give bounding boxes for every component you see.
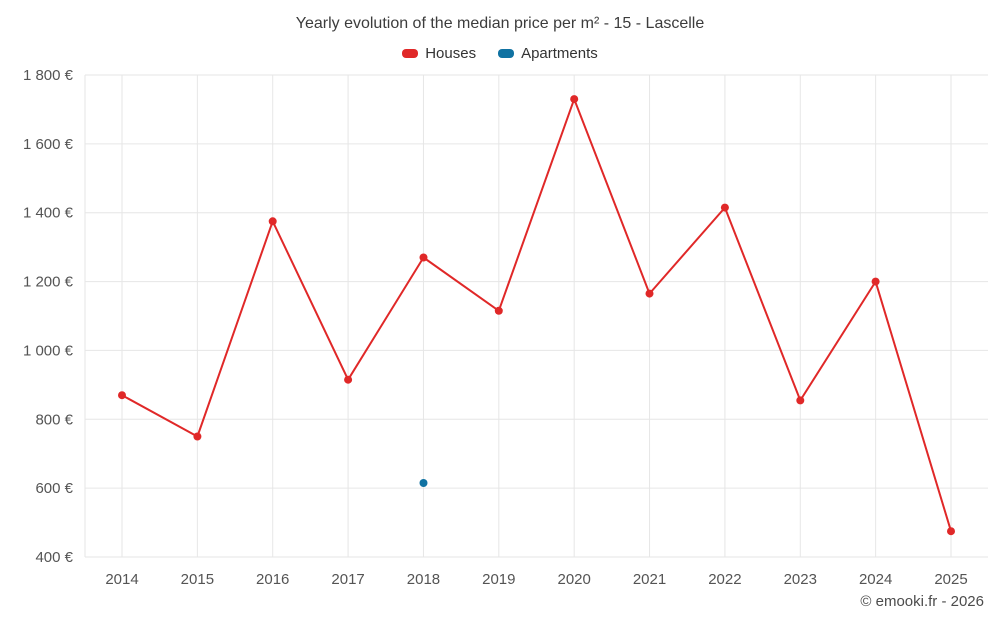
chart-legend: Houses Apartments: [0, 45, 1000, 62]
x-tick-label: 2023: [784, 571, 817, 588]
y-tick-label: 1 200 €: [23, 274, 74, 291]
x-tick-label: 2021: [633, 571, 666, 588]
x-tick-label: 2015: [181, 571, 214, 588]
x-tick-label: 2014: [105, 571, 138, 588]
data-point: [947, 527, 955, 536]
x-tick-label: 2024: [859, 571, 892, 588]
x-tick-label: 2022: [708, 571, 741, 588]
y-tick-label: 400 €: [35, 549, 73, 566]
data-point: [419, 253, 428, 262]
series-line: [121, 98, 952, 533]
x-tick-label: 2020: [557, 571, 590, 588]
data-point: [118, 391, 126, 400]
y-tick-label: 1 800 €: [23, 67, 74, 84]
y-tick-label: 600 €: [35, 480, 73, 497]
y-tick-label: 800 €: [35, 411, 73, 428]
data-point: [871, 277, 880, 286]
data-point: [570, 95, 579, 104]
data-point: [193, 432, 202, 441]
data-point: [419, 479, 428, 487]
x-tick-label: 2025: [934, 571, 967, 588]
chart-title: Yearly evolution of the median price per…: [295, 15, 705, 32]
legend-label: Apartments: [521, 45, 598, 62]
y-tick-label: 1 400 €: [23, 205, 74, 222]
series-houses: [118, 95, 955, 536]
legend-label: Houses: [425, 45, 477, 62]
legend-item-houses[interactable]: Houses: [402, 45, 476, 62]
x-tick-label: 2018: [407, 571, 440, 588]
data-point: [344, 375, 353, 384]
legend-item-apartments[interactable]: Apartments: [498, 45, 598, 62]
series-apartments: [419, 479, 428, 487]
data-point: [645, 289, 654, 298]
x-tick-label: 2019: [482, 571, 515, 588]
x-tick-label: 2016: [256, 571, 289, 588]
x-tick-label: 2017: [331, 571, 364, 588]
copyright-text: © emooki.fr - 2026: [860, 593, 984, 610]
grid: [84, 74, 988, 558]
y-tick-label: 1 600 €: [23, 136, 74, 153]
data-point: [268, 217, 277, 226]
data-point: [796, 396, 805, 405]
y-tick-label: 1 000 €: [23, 342, 74, 359]
legend-swatch: [498, 49, 515, 58]
legend-swatch: [402, 49, 419, 58]
data-point: [494, 306, 503, 315]
data-point: [720, 203, 729, 212]
